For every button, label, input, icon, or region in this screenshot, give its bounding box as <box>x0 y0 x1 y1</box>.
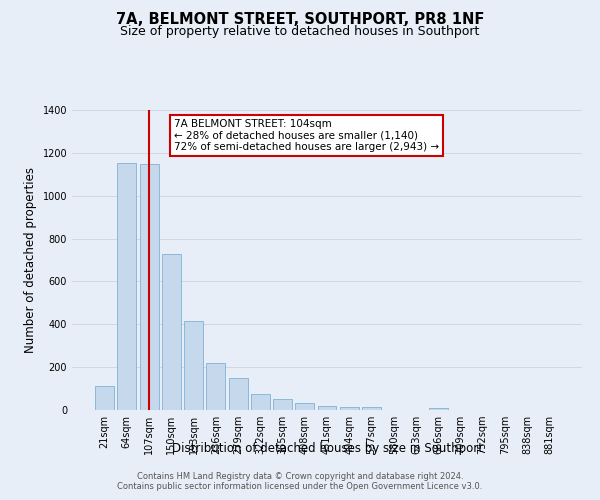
Bar <box>229 378 248 410</box>
Bar <box>95 386 114 410</box>
Bar <box>295 402 314 410</box>
Bar <box>162 254 181 410</box>
Bar <box>340 407 359 410</box>
Text: 7A BELMONT STREET: 104sqm
← 28% of detached houses are smaller (1,140)
72% of se: 7A BELMONT STREET: 104sqm ← 28% of detac… <box>174 119 439 152</box>
Bar <box>317 406 337 410</box>
Text: Size of property relative to detached houses in Southport: Size of property relative to detached ho… <box>121 25 479 38</box>
Bar <box>429 408 448 410</box>
Bar <box>362 407 381 410</box>
Text: Contains HM Land Registry data © Crown copyright and database right 2024.: Contains HM Land Registry data © Crown c… <box>137 472 463 481</box>
Text: Contains public sector information licensed under the Open Government Licence v3: Contains public sector information licen… <box>118 482 482 491</box>
Bar <box>140 164 158 410</box>
Bar <box>184 321 203 410</box>
Bar <box>251 394 270 410</box>
Bar <box>118 162 136 410</box>
Text: Distribution of detached houses by size in Southport: Distribution of detached houses by size … <box>172 442 482 455</box>
Text: 7A, BELMONT STREET, SOUTHPORT, PR8 1NF: 7A, BELMONT STREET, SOUTHPORT, PR8 1NF <box>116 12 484 28</box>
Y-axis label: Number of detached properties: Number of detached properties <box>24 167 37 353</box>
Bar <box>273 400 292 410</box>
Bar <box>206 363 225 410</box>
